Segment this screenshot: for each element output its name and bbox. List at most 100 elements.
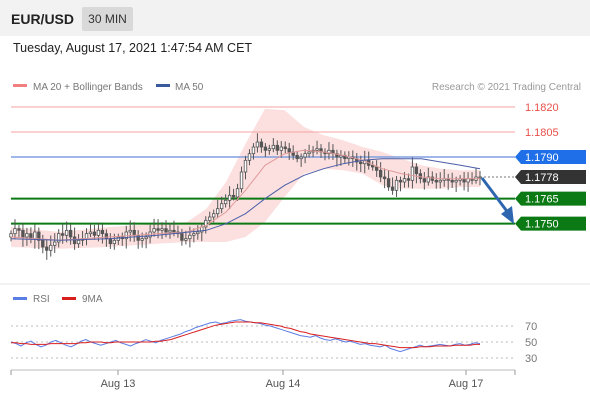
level-label-1.1750: 1.1750 (525, 219, 559, 231)
candle (160, 228, 164, 231)
candle (394, 179, 399, 191)
rsi-line (10, 319, 481, 353)
level-tag-1.1750 (515, 216, 586, 231)
candle (283, 146, 287, 150)
level-tag-1.1765 (515, 191, 586, 206)
candle (168, 229, 172, 233)
level-label-1.1765: 1.1765 (525, 194, 559, 206)
candle (303, 153, 307, 158)
candle (402, 178, 407, 183)
candle (180, 233, 184, 241)
candle (307, 151, 311, 155)
candle (386, 178, 391, 188)
candle (192, 233, 196, 236)
candle (247, 153, 252, 161)
candle (21, 229, 25, 238)
candle (84, 233, 89, 240)
candle (374, 166, 379, 171)
legend-label-ma20: MA 20 + Bollinger Bands (33, 82, 143, 93)
candle (188, 234, 192, 240)
legend-label-ma50: MA 50 (175, 82, 204, 93)
candle (235, 188, 240, 198)
candle (57, 233, 61, 243)
candle (33, 231, 37, 240)
candle (406, 178, 411, 181)
candle (116, 236, 120, 241)
candle (478, 176, 482, 179)
candle (108, 238, 113, 245)
candle (212, 213, 216, 218)
candle (88, 231, 93, 235)
candle (152, 228, 156, 233)
symbol-label: EUR/USD (11, 11, 75, 27)
candle (378, 169, 383, 178)
candle (13, 228, 17, 235)
rsi-tick-50: 50 (525, 337, 537, 349)
candle (335, 153, 339, 158)
timeframe-button[interactable]: 30 MIN (82, 7, 133, 31)
forecast-arrow-shaft (480, 177, 511, 215)
candle (100, 229, 105, 235)
candle (112, 239, 117, 245)
candle (255, 141, 260, 148)
candle (68, 229, 73, 238)
candle (64, 229, 69, 236)
candle (25, 233, 29, 238)
candle (92, 231, 97, 236)
candle (227, 194, 232, 201)
candle (450, 179, 454, 183)
candle (208, 216, 212, 221)
ma20-line (10, 149, 480, 241)
candle (271, 144, 276, 150)
candle (430, 176, 434, 181)
level-label-1.1820: 1.1820 (525, 102, 559, 114)
rsi-tick-30: 30 (525, 353, 537, 365)
candle (263, 146, 268, 151)
forecast-arrow-head (501, 206, 514, 224)
candle (49, 244, 53, 251)
candle (132, 229, 136, 236)
x-tick-label-Aug-17: Aug 17 (449, 378, 484, 390)
level-label-1.1790: 1.1790 (525, 152, 559, 164)
candle (259, 141, 264, 148)
x-tick-label-Aug-14: Aug 14 (266, 378, 301, 390)
ma50-line (10, 158, 481, 241)
candle (418, 173, 423, 180)
candle (390, 186, 395, 191)
candle (53, 241, 57, 246)
candle (359, 161, 363, 165)
candle (196, 231, 200, 235)
candle (136, 234, 140, 241)
candle (104, 233, 109, 240)
candle (239, 171, 244, 190)
candle (251, 146, 256, 155)
candle (327, 149, 331, 155)
level-label-1.1778: 1.1778 (525, 172, 559, 184)
candle (231, 194, 236, 198)
candle (398, 179, 403, 183)
candle (96, 229, 101, 236)
candle (295, 154, 299, 160)
candle (454, 179, 458, 183)
candle (215, 208, 220, 215)
legend-label-9ma: 9MA (82, 294, 103, 305)
candle (17, 228, 21, 231)
legend-swatch-ma20 (13, 84, 27, 87)
candle (140, 238, 144, 241)
candle (172, 229, 176, 233)
candle (287, 148, 291, 153)
candle (37, 231, 41, 241)
legend-swatch-rsi (13, 297, 27, 300)
candle (371, 164, 375, 168)
candle (243, 159, 248, 173)
candle (144, 236, 148, 240)
level-tag-1.1778 (515, 170, 586, 184)
candle (422, 178, 427, 183)
candle (438, 179, 442, 183)
candle (219, 203, 224, 210)
legend-swatch-9ma (62, 297, 76, 300)
candle (223, 199, 228, 205)
candle (41, 239, 45, 248)
candle (339, 154, 343, 158)
